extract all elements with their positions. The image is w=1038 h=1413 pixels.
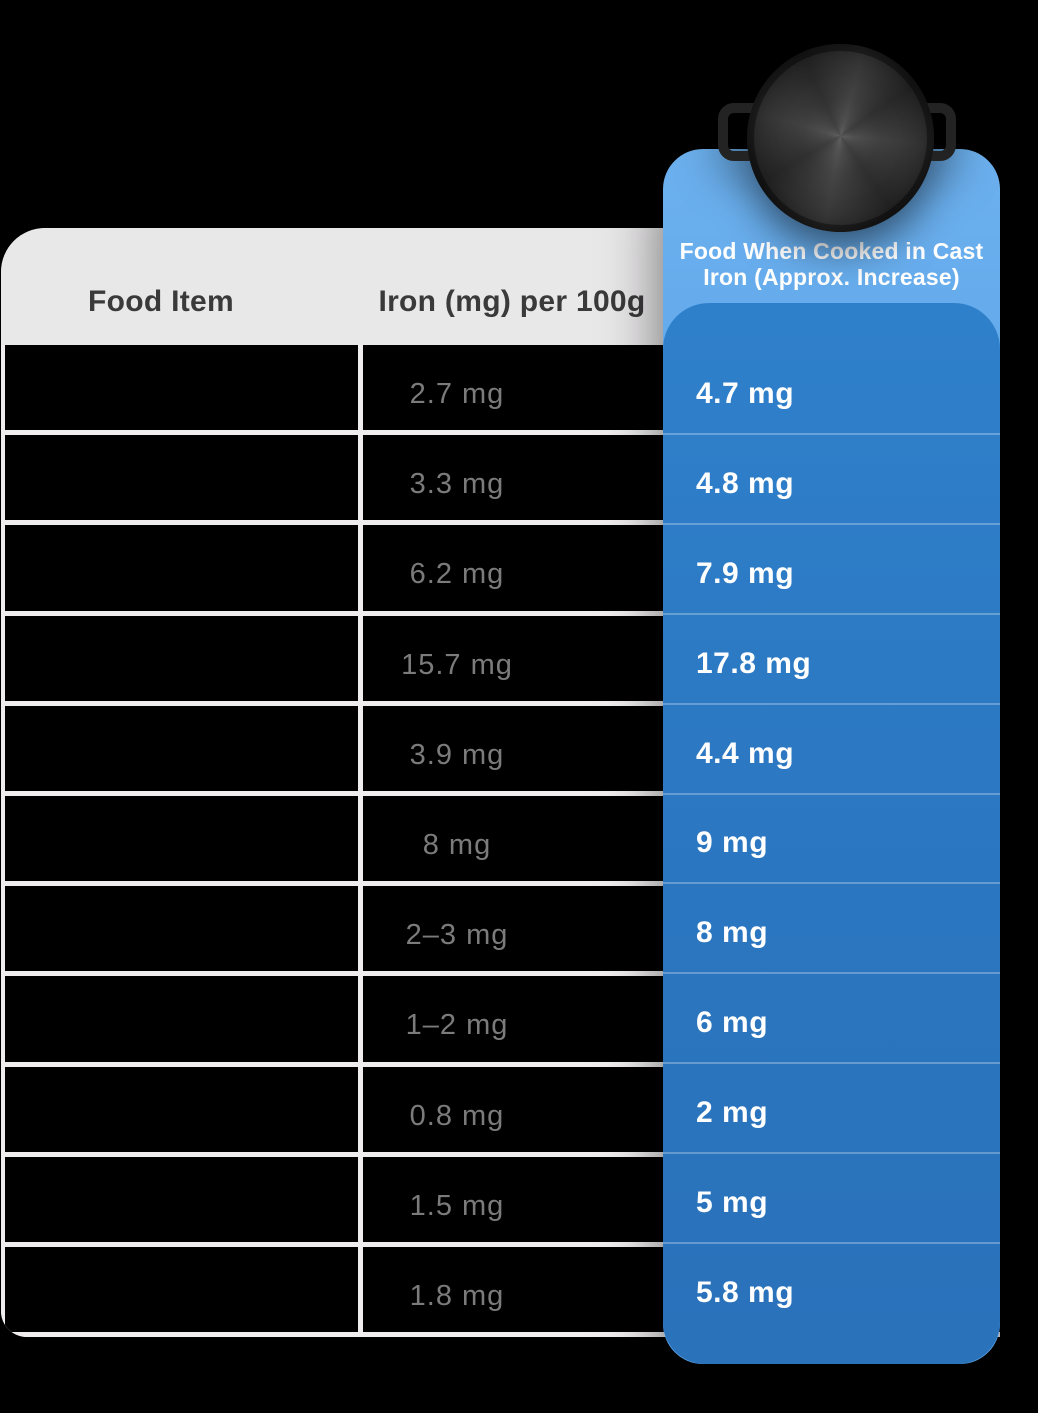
iron-per-100g-value: 1.5 mg [409,1189,505,1222]
iron-per-100g-value: 1–2 mg [405,1009,509,1042]
iron-cast-iron-value: 6 mg [663,974,1000,1065]
column-header-food-item: Food Item [87,285,235,318]
food-item-cell [5,435,358,521]
iron-cast-iron-value: 17.8 mg [663,615,1000,705]
food-item-cell [5,705,358,791]
iron-per-100g-value: 8 mg [422,829,492,862]
iron-cast-iron-value: 4.4 mg [663,705,1000,795]
iron-cast-iron-value: 5.8 mg [696,1276,795,1310]
column-header-iron-per-100g: Iron (mg) per 100g [378,285,646,318]
food-item-cell [5,1156,358,1242]
column-header-cast-iron: Food When Cooked in Cast Iron (Approx. I… [679,238,984,290]
iron-per-100g-value: 15.7 mg [401,648,513,681]
iron-cast-iron-value: 5 mg [663,1154,1000,1245]
cast-iron-pan-icon [716,42,958,234]
iron-cast-iron-value: 9 mg [663,795,1000,885]
iron-per-100g-value: 6.2 mg [409,558,505,591]
iron-cast-iron-value: 2 mg [663,1064,1000,1155]
food-item-cell [5,1066,358,1152]
food-item-cell [5,795,358,882]
iron-per-100g-value: 2–3 mg [405,919,509,952]
iron-per-100g-value: 3.9 mg [409,738,505,771]
iron-per-100g-value: 0.8 mg [409,1099,505,1132]
cast-iron-column-panel: Food When Cooked in Cast Iron (Approx. I… [663,149,1000,1364]
iron-per-100g-value: 1.8 mg [409,1279,505,1312]
food-item-cell [5,615,358,701]
pan-body-icon [747,44,934,232]
cast-iron-values-panel [663,303,1000,1364]
cast-iron-values-list: 4.7 mg 4.8 mg 7.9 mg 17.8 mg 4.4 mg 9 mg 8 mg 6… [663,345,1000,1332]
food-item-cell [5,976,358,1062]
iron-per-100g-value: 2.7 mg [409,378,505,411]
food-item-cell [5,525,358,611]
iron-cast-iron-value: 7.9 mg [663,525,1000,615]
food-item-cell [5,886,358,972]
iron-per-100g-value: 3.3 mg [409,468,505,501]
food-item-cell [5,345,358,431]
food-item-cell [5,1246,358,1333]
iron-cast-iron-value: 4.8 mg [663,435,1000,525]
iron-cast-iron-value: 8 mg [663,884,1000,975]
iron-cast-iron-value: 4.7 mg [663,345,1000,435]
